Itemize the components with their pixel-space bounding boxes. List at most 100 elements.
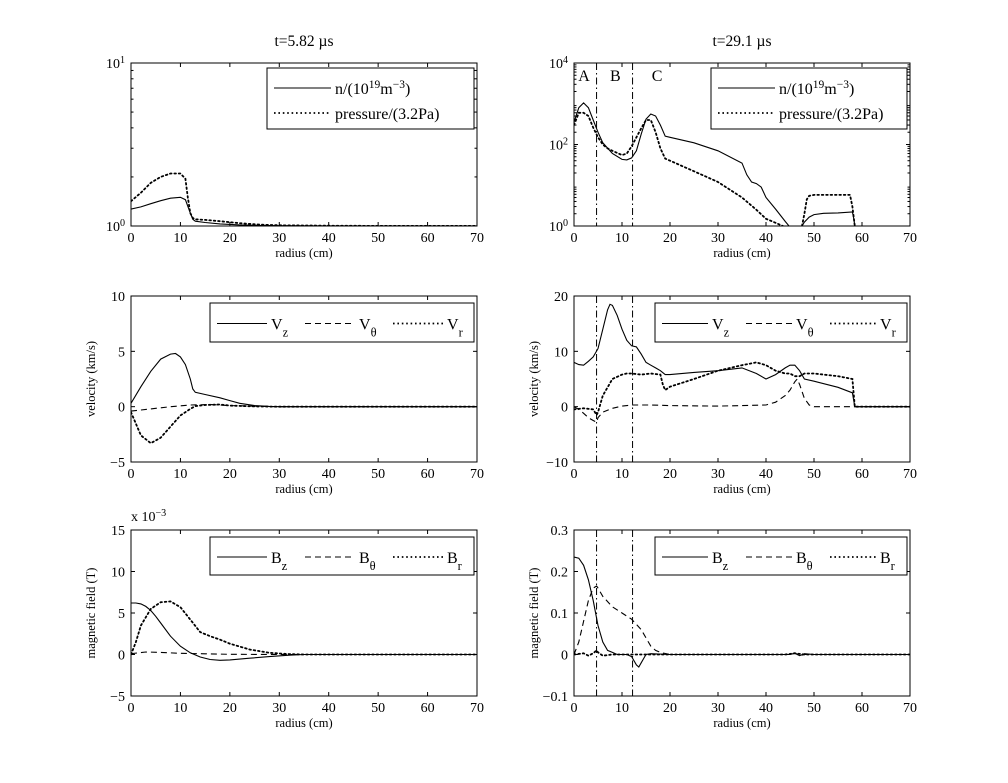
x-tick-label: 20 bbox=[223, 701, 237, 716]
x-tick-label: 70 bbox=[903, 701, 917, 716]
chart-panel-p2: 0 10 20 30 40 50 60 70 100 102 104 radius (cm) t=29.… bbox=[549, 33, 917, 260]
series-line bbox=[131, 352, 477, 408]
x-tick-label: 50 bbox=[371, 467, 385, 482]
region-label: C bbox=[652, 68, 663, 85]
series-line bbox=[131, 196, 477, 226]
x-tick-label: 0 bbox=[128, 231, 135, 246]
y-axis-label: magnetic field (T) bbox=[84, 568, 98, 659]
y-axis-label: magnetic field (T) bbox=[527, 568, 541, 659]
legend-label: Vθ bbox=[359, 317, 377, 340]
series-line bbox=[801, 193, 856, 226]
x-tick-label: 70 bbox=[903, 467, 917, 482]
x-axis-label: radius (cm) bbox=[275, 246, 332, 260]
x-tick-label: 70 bbox=[470, 701, 484, 716]
legend-box bbox=[710, 67, 908, 130]
y-tick-label: −5 bbox=[110, 456, 125, 471]
y-tick-label: 102 bbox=[549, 136, 568, 154]
legend-label: n/(1019m−3) bbox=[779, 79, 854, 98]
x-tick-label: 30 bbox=[711, 701, 725, 716]
y-axis-label: velocity (km/s) bbox=[527, 341, 541, 417]
legend: Bz Bθ Br bbox=[654, 536, 908, 576]
series-line bbox=[131, 651, 477, 656]
x-tick-label: 20 bbox=[223, 467, 237, 482]
series-line bbox=[801, 211, 856, 226]
series-line bbox=[131, 403, 477, 445]
x-tick-label: 40 bbox=[759, 467, 773, 482]
series-line bbox=[574, 111, 784, 226]
series-line bbox=[574, 556, 910, 668]
x-tick-label: 70 bbox=[470, 231, 484, 246]
x-tick-label: 70 bbox=[903, 231, 917, 246]
x-tick-label: 30 bbox=[272, 467, 286, 482]
x-tick-label: 30 bbox=[711, 467, 725, 482]
series-line bbox=[574, 361, 910, 417]
x-tick-label: 60 bbox=[421, 231, 435, 246]
x-axis-label: radius (cm) bbox=[713, 246, 770, 260]
legend-box bbox=[209, 536, 475, 576]
x-tick-label: 50 bbox=[807, 467, 821, 482]
x-tick-label: 10 bbox=[615, 701, 629, 716]
legend-box bbox=[209, 302, 475, 343]
y-tick-label: 20 bbox=[554, 290, 568, 305]
y-tick-label: −5 bbox=[110, 690, 125, 705]
chart-panel-p1: 0 10 20 30 40 50 60 70 100 101 radius (cm) t=5.82 µ… bbox=[106, 33, 484, 260]
y-tick-label: 10 bbox=[111, 566, 125, 581]
x-tick-label: 40 bbox=[322, 231, 336, 246]
y-tick-label: 10 bbox=[111, 290, 125, 305]
x-tick-label: 60 bbox=[855, 467, 869, 482]
y-tick-label: 104 bbox=[549, 55, 568, 73]
series-line bbox=[574, 102, 790, 226]
x-tick-label: 30 bbox=[711, 231, 725, 246]
legend: n/(1019m−3) pressure/(3.2Pa) bbox=[266, 67, 475, 130]
y-tick-label: 0 bbox=[561, 401, 568, 416]
y-tick-label: 5 bbox=[118, 345, 125, 360]
x-tick-label: 40 bbox=[759, 701, 773, 716]
legend: Bz Bθ Br bbox=[209, 536, 475, 576]
y-tick-label: 5 bbox=[118, 607, 125, 622]
legend-box bbox=[266, 67, 475, 130]
legend-label: Vz bbox=[712, 317, 730, 340]
y-tick-label: 0.1 bbox=[551, 607, 569, 622]
y-tick-label: 100 bbox=[549, 218, 568, 236]
legend: Vz Vθ Vr bbox=[209, 302, 475, 343]
x-tick-label: 0 bbox=[571, 701, 578, 716]
x-tick-label: 70 bbox=[470, 467, 484, 482]
x-tick-label: 10 bbox=[173, 467, 187, 482]
x-tick-label: 50 bbox=[371, 231, 385, 246]
series-line bbox=[574, 377, 910, 423]
y-tick-label: 10 bbox=[554, 345, 568, 360]
y-tick-label: −10 bbox=[546, 456, 568, 471]
x-tick-label: 10 bbox=[615, 231, 629, 246]
axis-scale-label: x 10−3 bbox=[131, 508, 166, 526]
x-tick-label: 10 bbox=[173, 231, 187, 246]
legend-label: n/(1019m−3) bbox=[335, 79, 410, 98]
series-line bbox=[131, 172, 477, 226]
x-tick-label: 0 bbox=[128, 467, 135, 482]
legend-label: pressure/(3.2Pa) bbox=[779, 106, 883, 123]
x-tick-label: 0 bbox=[571, 231, 578, 246]
y-tick-label: 100 bbox=[106, 218, 125, 236]
y-tick-label: 0 bbox=[118, 401, 125, 416]
legend-label: Br bbox=[447, 550, 463, 573]
region-label: A bbox=[578, 68, 590, 85]
y-tick-label: 0 bbox=[118, 649, 125, 664]
x-tick-label: 50 bbox=[807, 231, 821, 246]
legend-label: pressure/(3.2Pa) bbox=[335, 106, 439, 123]
x-tick-label: 0 bbox=[571, 467, 578, 482]
series-line bbox=[574, 649, 910, 657]
chart-title: t=29.1 µs bbox=[712, 33, 771, 50]
x-tick-label: 10 bbox=[173, 701, 187, 716]
x-tick-label: 10 bbox=[615, 467, 629, 482]
x-axis-label: radius (cm) bbox=[275, 716, 332, 730]
legend-label: Bz bbox=[271, 550, 288, 573]
legend-box bbox=[654, 536, 908, 576]
legend-box bbox=[654, 302, 908, 343]
region-label: B bbox=[610, 68, 621, 85]
x-tick-label: 60 bbox=[855, 701, 869, 716]
y-tick-label: 15 bbox=[111, 524, 125, 539]
x-tick-label: 60 bbox=[421, 701, 435, 716]
x-axis-label: radius (cm) bbox=[713, 482, 770, 496]
